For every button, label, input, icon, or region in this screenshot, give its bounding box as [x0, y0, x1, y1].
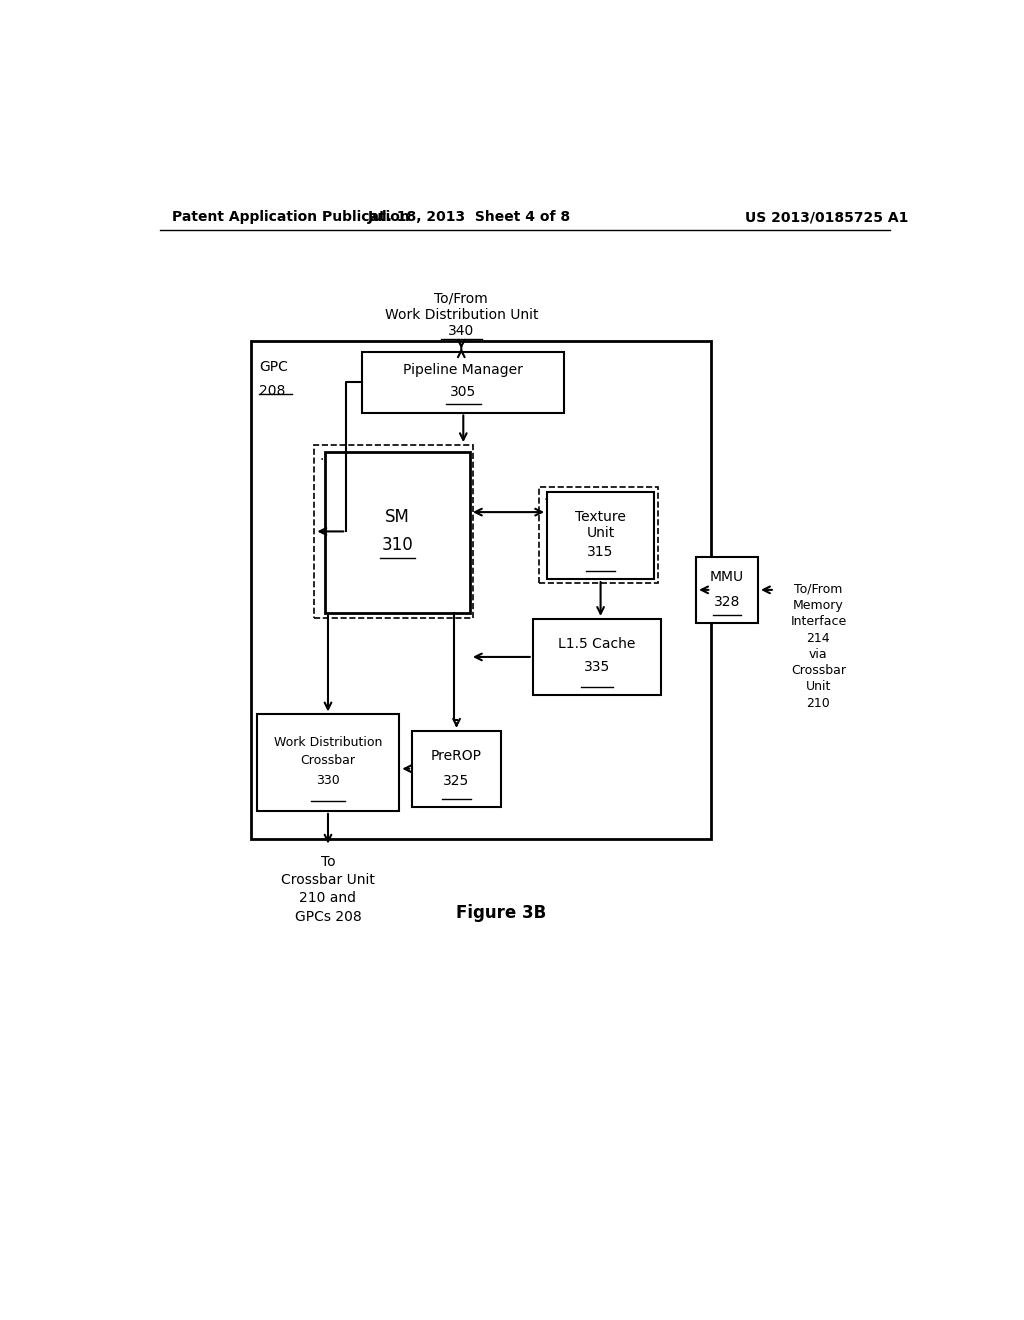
Text: L1.5 Cache: L1.5 Cache	[558, 636, 636, 651]
Bar	[412, 731, 501, 807]
Text: Patent Application Publication: Patent Application Publication	[172, 210, 410, 224]
Text: Work Distribution Unit: Work Distribution Unit	[385, 308, 538, 322]
Text: 315: 315	[588, 545, 613, 558]
Text: To: To	[321, 855, 335, 869]
Text: PreROP: PreROP	[431, 748, 482, 763]
Text: 310: 310	[382, 536, 414, 553]
Text: 340: 340	[449, 325, 474, 338]
Bar	[696, 557, 758, 623]
Text: GPC: GPC	[259, 359, 288, 374]
Text: To/From: To/From	[795, 583, 843, 595]
Text: Jul. 18, 2013  Sheet 4 of 8: Jul. 18, 2013 Sheet 4 of 8	[368, 210, 570, 224]
Bar	[362, 351, 564, 412]
Bar	[532, 619, 662, 696]
Text: Memory: Memory	[793, 599, 844, 612]
Bar	[314, 445, 473, 618]
Text: Unit: Unit	[587, 527, 614, 540]
Text: 208: 208	[259, 384, 286, 399]
Text: Pipeline Manager: Pipeline Manager	[403, 363, 523, 376]
Bar	[547, 492, 654, 579]
Text: 328: 328	[714, 595, 740, 609]
Text: ·: ·	[544, 492, 548, 507]
Text: ·: ·	[319, 453, 324, 467]
Text: SM: SM	[385, 508, 410, 527]
Bar	[539, 487, 658, 583]
Text: Crossbar: Crossbar	[300, 754, 355, 767]
Text: via: via	[809, 648, 827, 661]
Text: 330: 330	[316, 775, 340, 788]
Text: 214: 214	[807, 632, 830, 644]
Text: Unit: Unit	[806, 680, 831, 693]
Text: GPCs 208: GPCs 208	[295, 909, 361, 924]
Text: Texture: Texture	[575, 511, 626, 524]
Bar	[257, 714, 399, 810]
Text: 305: 305	[451, 385, 476, 399]
Bar	[325, 453, 470, 612]
Text: 335: 335	[584, 660, 610, 675]
Bar	[251, 342, 712, 840]
Text: Crossbar: Crossbar	[791, 664, 846, 677]
Text: 210 and: 210 and	[299, 891, 356, 906]
Text: MMU: MMU	[710, 570, 744, 583]
Text: 325: 325	[443, 774, 470, 788]
Text: US 2013/0185725 A1: US 2013/0185725 A1	[744, 210, 908, 224]
Text: Crossbar Unit: Crossbar Unit	[281, 873, 375, 887]
Text: To/From: To/From	[434, 292, 488, 306]
Text: Work Distribution: Work Distribution	[273, 735, 382, 748]
Text: 210: 210	[807, 697, 830, 710]
Text: Interface: Interface	[791, 615, 847, 628]
Text: Figure 3B: Figure 3B	[456, 904, 546, 921]
